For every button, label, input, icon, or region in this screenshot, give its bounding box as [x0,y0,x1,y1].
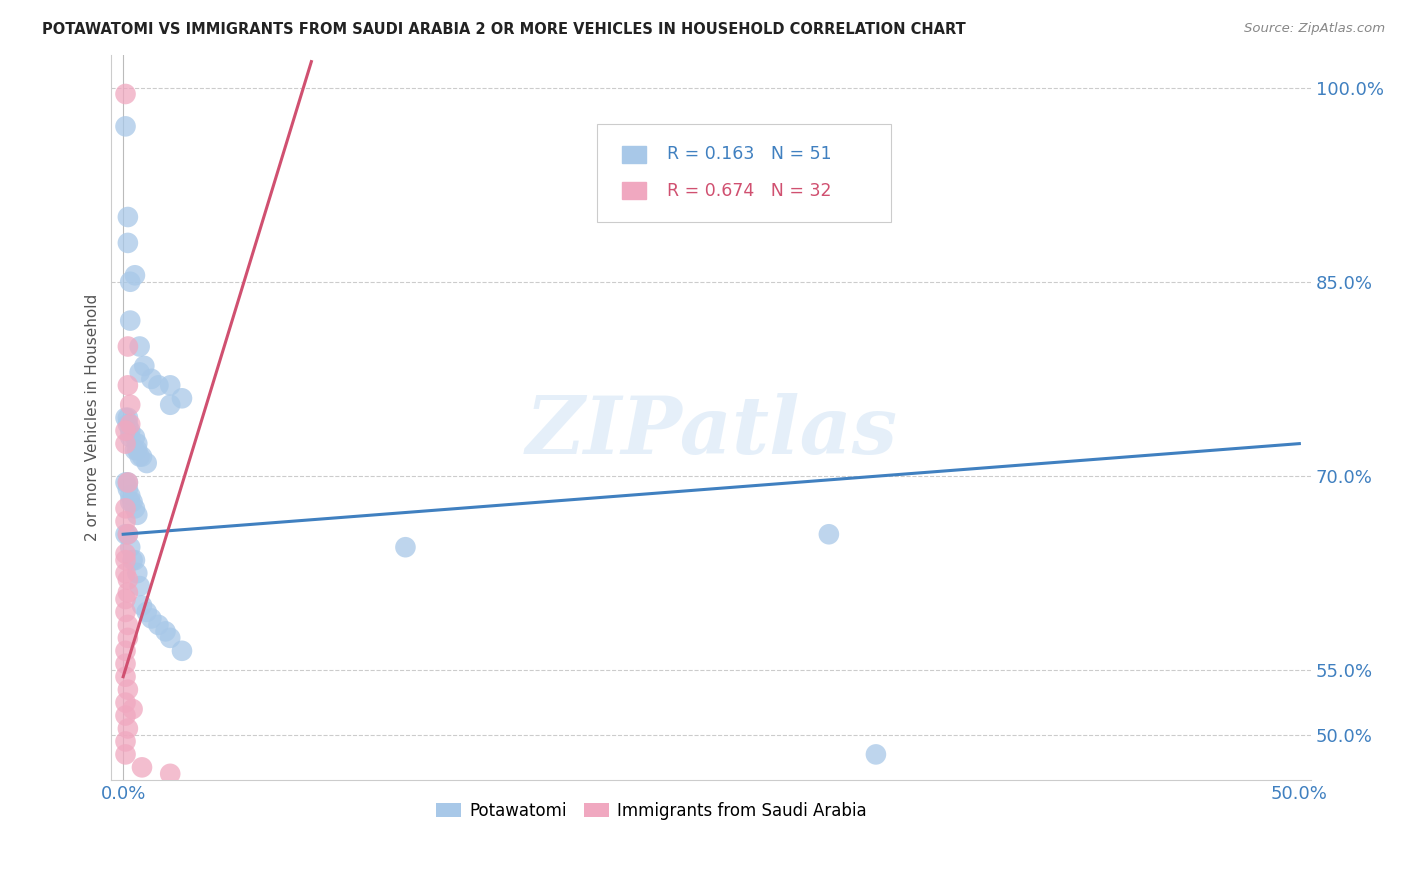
Point [114,747,136,762]
Point [124,430,146,444]
Text: Source: ZipAtlas.com: Source: ZipAtlas.com [1244,22,1385,36]
Point [114,696,136,710]
Point [120,424,142,438]
Point [114,670,136,684]
FancyBboxPatch shape [598,124,891,222]
Point [117,475,139,490]
Point [121,495,143,509]
Point [120,313,142,327]
Point [114,592,136,607]
Point [128,365,150,379]
Point [117,475,139,490]
Point [114,87,136,101]
Point [114,424,136,438]
Point [127,443,149,458]
Point [114,527,136,541]
Point [114,120,136,134]
Text: ZIPatlas: ZIPatlas [526,393,897,471]
Point [127,508,149,522]
Text: R = 0.674   N = 32: R = 0.674 N = 32 [666,182,831,200]
Text: R = 0.163   N = 51: R = 0.163 N = 51 [666,145,831,163]
Point [120,275,142,289]
Point [114,708,136,723]
Point [170,392,193,406]
Point [394,540,416,554]
Point [117,410,139,425]
Point [159,378,181,392]
Point [131,450,153,464]
Point [114,734,136,748]
Point [141,372,163,386]
Point [117,527,139,541]
Point [135,456,157,470]
Point [120,398,142,412]
Point [135,605,157,619]
Point [114,605,136,619]
Point [114,547,136,561]
Point [114,566,136,581]
Point [117,339,139,353]
Point [155,624,177,639]
Point [159,767,181,781]
Point [141,611,163,625]
Point [127,566,149,581]
Point [117,618,139,632]
Point [124,268,146,283]
Point [121,702,143,716]
Point [124,501,146,516]
Point [117,722,139,736]
Point [117,235,139,250]
Point [134,359,156,373]
Point [114,475,136,490]
Point [159,631,181,645]
Point [124,443,146,458]
Point [114,514,136,528]
Point [117,585,139,599]
Point [117,210,139,224]
Point [170,644,193,658]
FancyBboxPatch shape [623,145,645,163]
Point [117,378,139,392]
Text: POTAWATOMI VS IMMIGRANTS FROM SAUDI ARABIA 2 OR MORE VEHICLES IN HOUSEHOLD CORRE: POTAWATOMI VS IMMIGRANTS FROM SAUDI ARAB… [42,22,966,37]
Point [124,553,146,567]
Point [114,644,136,658]
Point [117,417,139,432]
Point [128,339,150,353]
Point [865,747,887,762]
Point [117,682,139,697]
Point [117,631,139,645]
Point [148,618,170,632]
Point [120,540,142,554]
Y-axis label: 2 or more Vehicles in Household: 2 or more Vehicles in Household [86,294,100,541]
Point [114,501,136,516]
Point [131,599,153,613]
Point [114,436,136,450]
Point [127,436,149,450]
Point [114,410,136,425]
Point [128,450,150,464]
Point [159,398,181,412]
Point [818,527,841,541]
Point [120,417,142,432]
Point [148,378,170,392]
Point [120,488,142,502]
Point [117,527,139,541]
Point [120,430,142,444]
Point [120,495,142,509]
Point [128,579,150,593]
Point [114,657,136,671]
Point [117,482,139,496]
Point [114,553,136,567]
FancyBboxPatch shape [623,182,645,200]
Legend: Potawatomi, Immigrants from Saudi Arabia: Potawatomi, Immigrants from Saudi Arabia [429,795,873,826]
Point [131,760,153,774]
Point [117,573,139,587]
Point [121,553,143,567]
